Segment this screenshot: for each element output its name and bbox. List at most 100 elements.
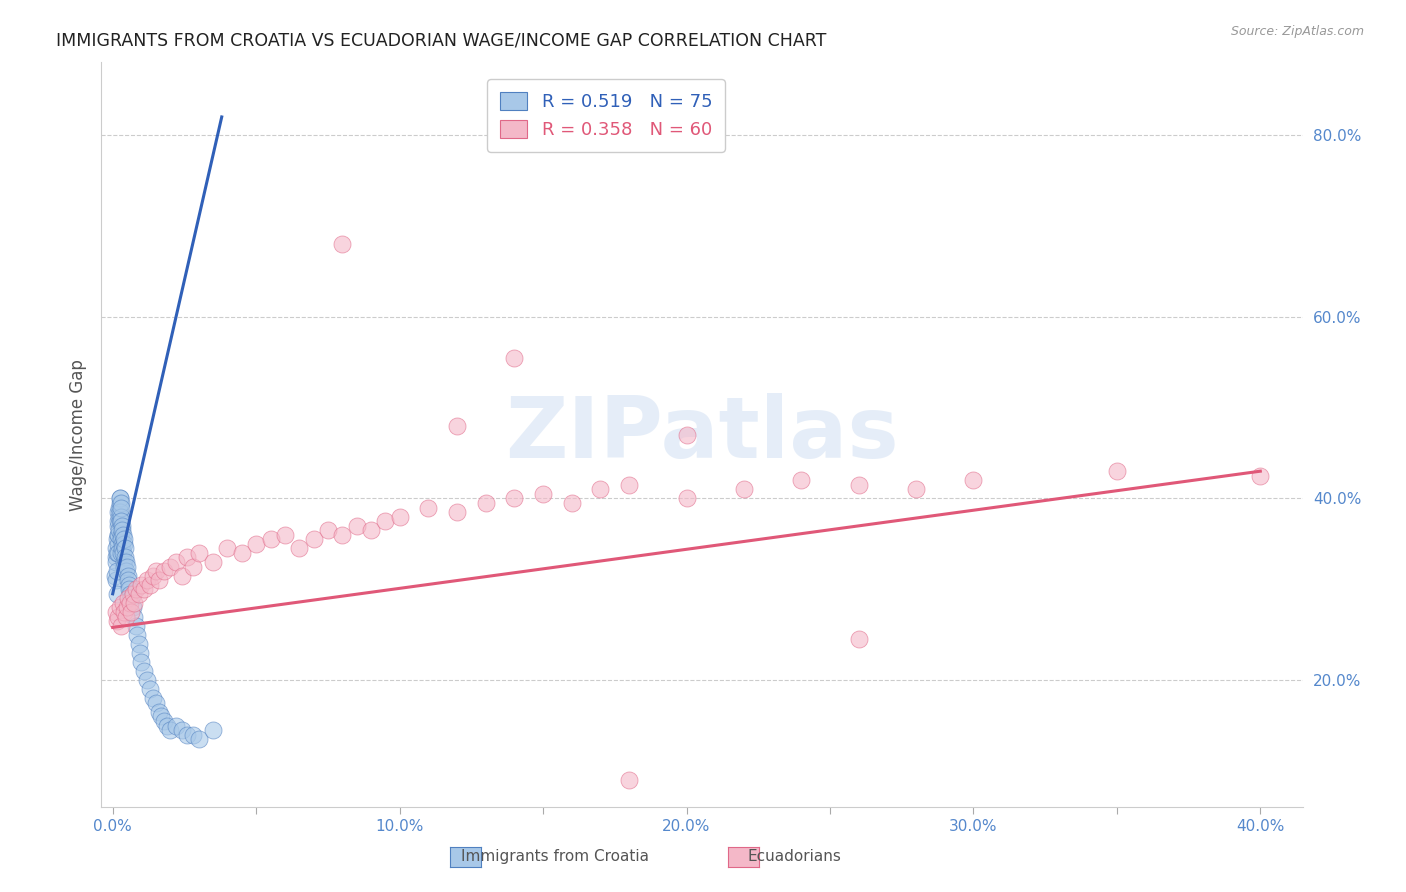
Point (108, 514, 131, 528)
Point (330, 528, 353, 542)
Point (181, 559, 204, 574)
Point (121, 587, 143, 601)
Point (108, 505, 131, 519)
Point (176, 550, 198, 565)
Point (110, 546, 132, 560)
Point (675, 428, 697, 442)
Point (115, 564, 138, 578)
Point (111, 596, 134, 610)
Point (110, 528, 132, 542)
Point (136, 673, 159, 687)
Point (115, 600, 138, 615)
Point (110, 509, 132, 524)
Point (122, 609, 145, 624)
Point (107, 537, 129, 551)
Point (139, 578, 162, 592)
Point (202, 555, 225, 569)
Point (121, 600, 143, 615)
Point (848, 478, 870, 492)
Point (531, 487, 554, 501)
Point (108, 523, 131, 537)
Point (142, 691, 165, 706)
Point (105, 614, 128, 628)
Point (118, 596, 141, 610)
Text: Source: ZipAtlas.com: Source: ZipAtlas.com (1230, 25, 1364, 38)
Point (108, 491, 131, 506)
Point (127, 628, 149, 642)
Point (1249, 468, 1271, 483)
Point (110, 496, 132, 510)
Point (145, 564, 167, 578)
Point (107, 609, 129, 624)
Point (111, 518, 134, 533)
Point (105, 533, 128, 547)
Point (139, 682, 162, 697)
Point (110, 500, 132, 515)
Point (118, 587, 141, 601)
Point (148, 705, 170, 719)
Point (107, 528, 129, 542)
Point (112, 605, 135, 619)
Point (104, 605, 127, 619)
Point (108, 509, 131, 524)
Point (107, 514, 129, 528)
Point (107, 528, 129, 542)
Point (104, 541, 127, 556)
Point (111, 537, 134, 551)
Point (114, 609, 136, 624)
Point (108, 600, 131, 615)
Point (107, 518, 129, 533)
Point (104, 568, 127, 582)
Point (118, 582, 141, 597)
Point (108, 496, 131, 510)
Point (108, 500, 131, 515)
Point (131, 578, 153, 592)
Legend: R = 0.519   N = 75, R = 0.358   N = 60: R = 0.519 N = 75, R = 0.358 N = 60 (488, 78, 725, 152)
Point (561, 496, 583, 510)
Point (330, 237, 353, 252)
Point (848, 632, 870, 647)
Point (115, 559, 138, 574)
Point (110, 514, 132, 528)
Point (181, 728, 204, 742)
Text: Immigrants from Croatia: Immigrants from Croatia (461, 849, 650, 863)
Point (105, 555, 128, 569)
Point (110, 618, 132, 632)
Point (159, 559, 181, 574)
Point (288, 541, 311, 556)
Point (110, 533, 132, 547)
Point (259, 533, 281, 547)
Point (105, 546, 128, 560)
Point (153, 714, 176, 728)
Point (148, 573, 170, 587)
Point (117, 573, 139, 587)
Point (733, 483, 755, 497)
Point (145, 696, 167, 710)
Text: ZIPatlas: ZIPatlas (505, 393, 900, 476)
Point (111, 541, 134, 556)
Point (122, 596, 145, 610)
Point (165, 718, 187, 732)
Point (217, 541, 239, 556)
Point (165, 555, 187, 569)
Point (111, 523, 134, 537)
Point (150, 709, 173, 723)
Point (503, 491, 526, 506)
Point (107, 505, 129, 519)
Point (503, 351, 526, 365)
Point (170, 723, 193, 737)
Point (187, 546, 209, 560)
Point (112, 533, 135, 547)
Point (115, 555, 138, 569)
Point (474, 496, 496, 510)
Point (128, 587, 150, 601)
Point (105, 587, 128, 601)
Point (112, 559, 135, 574)
Point (112, 555, 135, 569)
Y-axis label: Wage/Income Gap: Wage/Income Gap (69, 359, 87, 511)
Point (202, 723, 225, 737)
Point (136, 573, 159, 587)
Point (176, 728, 198, 742)
Point (118, 578, 141, 592)
Point (153, 564, 176, 578)
